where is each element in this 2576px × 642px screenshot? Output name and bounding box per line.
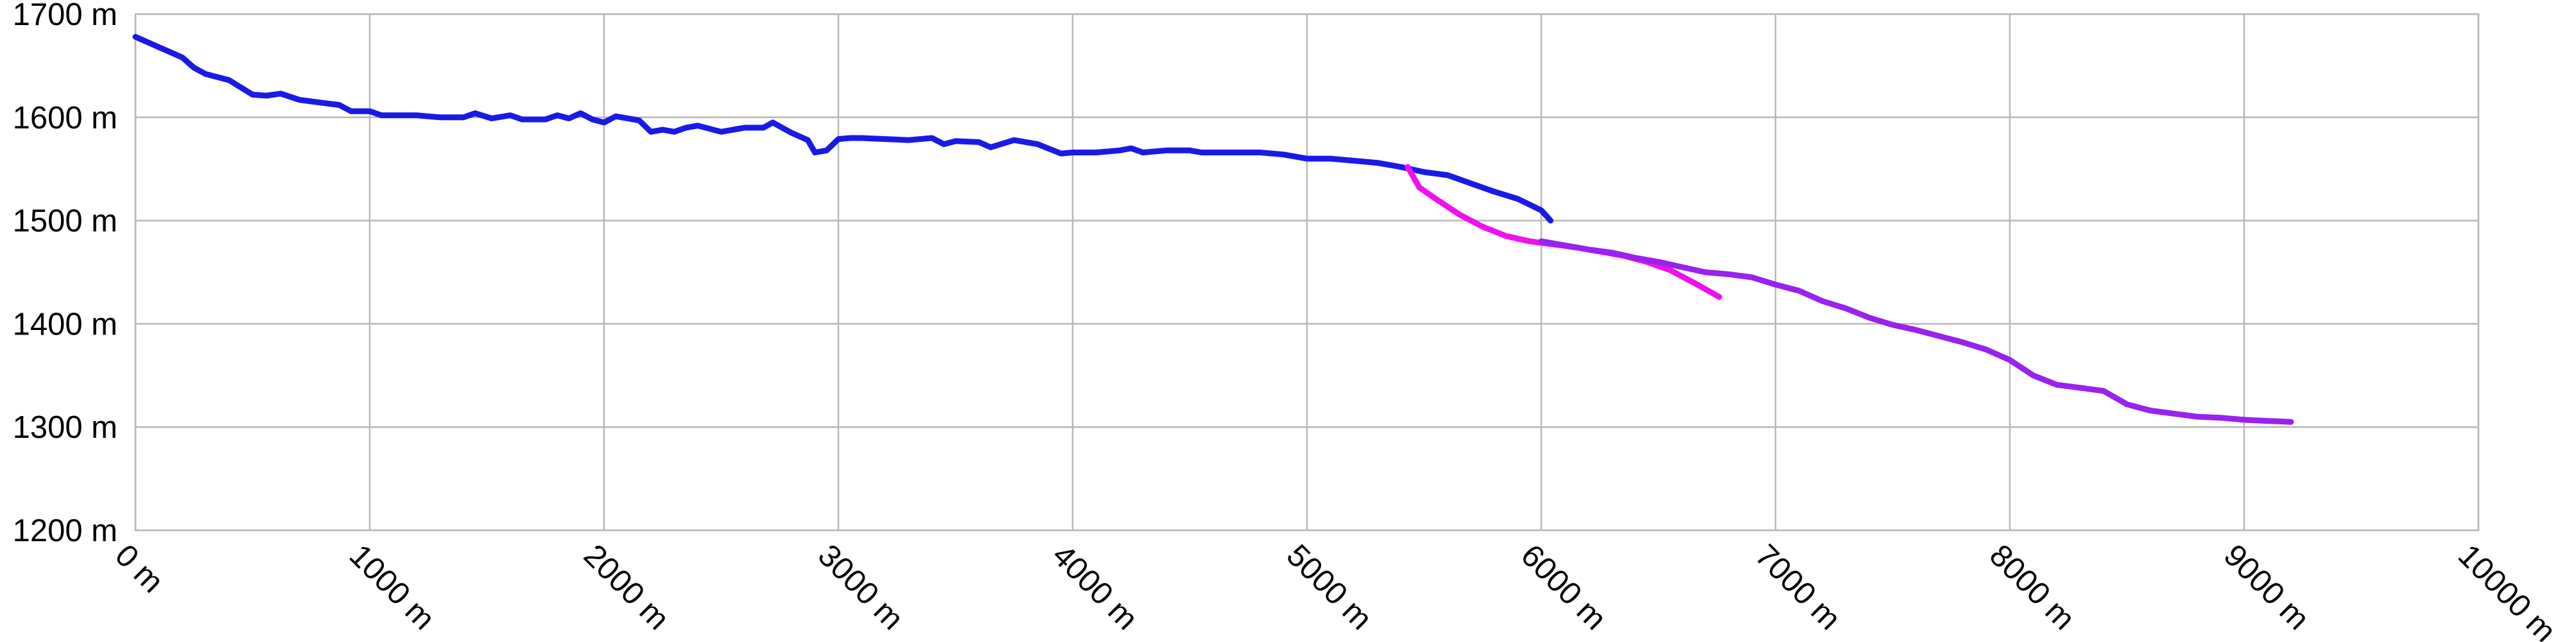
x-tick-label: 7000 m [1749, 538, 1847, 637]
y-tick-label: 1600 m [13, 101, 117, 135]
plot-area-frame [134, 13, 2480, 532]
y-tick-label: 1700 m [13, 0, 117, 32]
y-tick-label: 1200 m [13, 514, 117, 548]
series-line-3 [1538, 238, 2294, 425]
y-tick-label: 1400 m [13, 307, 117, 342]
chart-series-layer [132, 33, 2294, 425]
x-tick-label: 10000 m [2451, 538, 2563, 642]
x-tick-label: 9000 m [2217, 538, 2316, 637]
series-line-2 [1405, 164, 1722, 300]
x-tick-label: 4000 m [1046, 538, 1145, 637]
series-line-1 [132, 33, 1554, 224]
y-tick-label: 1300 m [13, 410, 117, 445]
chart-grid [134, 13, 2480, 532]
y-axis-tick-labels: 1200 m 1300 m 1400 m 1500 m 1600 m 1700 m [13, 0, 117, 548]
x-tick-label: 3000 m [811, 538, 910, 637]
x-tick-label: 8000 m [1983, 538, 2082, 637]
x-tick-label: 1000 m [343, 538, 442, 637]
x-tick-label: 5000 m [1280, 538, 1379, 637]
y-tick-label: 1500 m [13, 204, 117, 239]
x-tick-label: 0 m [108, 538, 170, 600]
x-tick-label: 2000 m [577, 538, 676, 637]
x-axis-tick-labels: 0 m 1000 m 2000 m 3000 m 4000 m 5000 m 6000 m 7… [108, 538, 2563, 642]
x-tick-label: 6000 m [1514, 538, 1613, 637]
